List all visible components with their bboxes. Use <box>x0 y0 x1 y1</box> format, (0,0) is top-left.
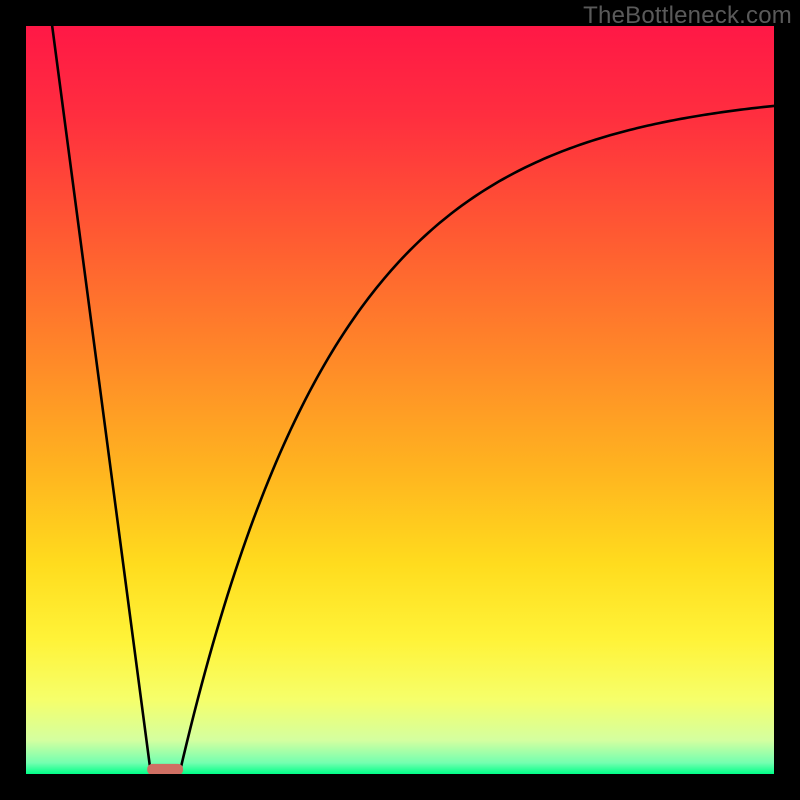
bottleneck-curve-chart: TheBottleneck.com <box>0 0 800 800</box>
optimum-marker <box>147 764 183 775</box>
plot-background <box>26 26 774 774</box>
watermark-label: TheBottleneck.com <box>583 2 792 30</box>
chart-svg <box>0 0 800 800</box>
